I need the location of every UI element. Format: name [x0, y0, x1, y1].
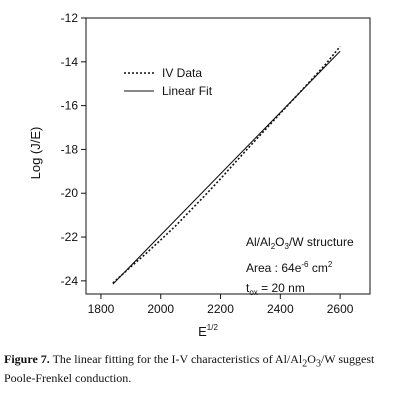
caption-label: Figure 7. [4, 352, 50, 366]
x-axis-title-base: E [198, 324, 207, 339]
legend-label-linear-fit: Linear Fit [162, 84, 213, 98]
chart: 1800 2000 2200 2400 2600 -24 -22 -20 -18 -16 -14 -1… [28, 11, 371, 339]
y-tick-label: -24 [61, 274, 79, 288]
y-tick-label: -14 [61, 55, 79, 69]
x-tick-label: 2000 [147, 302, 174, 316]
x-axis-title-sup: 1/2 [207, 323, 219, 332]
y-tick-label: -18 [61, 142, 79, 156]
y-axis-title: Log (J/E) [28, 127, 43, 180]
caption-sub-1: 2 [302, 358, 308, 370]
y-tick-label: -20 [61, 186, 79, 200]
annotation-area: Area : 64e-6 cm2 [246, 260, 333, 275]
x-tick-label: 1800 [88, 302, 115, 316]
annotation-box: Al/Al2O3/W structure Area : 64e-6 cm2 to… [246, 235, 354, 297]
annotation-structure: Al/Al2O3/W structure [246, 235, 354, 251]
caption-text-2: O [307, 352, 316, 366]
annotation-tox: tox = 20 nm [246, 281, 305, 297]
legend-label-iv-data: IV Data [162, 66, 202, 80]
figure-caption: Figure 7. The linear fitting for the I-V… [4, 352, 404, 386]
x-tick-label: 2400 [267, 302, 294, 316]
x-tick-label: 2200 [207, 302, 234, 316]
y-tick-label: -12 [61, 11, 79, 25]
x-tick-label: 2600 [327, 302, 354, 316]
series-line-linear-fit [112, 50, 341, 285]
caption-sub-2: 3 [315, 358, 321, 370]
plot-frame [85, 17, 371, 295]
series-line-iv-data [112, 45, 341, 284]
x-axis-title: E1/2 [198, 323, 218, 339]
y-tick-label: -16 [61, 99, 79, 113]
legend: IV Data Linear Fit [124, 66, 213, 98]
caption-text-3: /W suggest Poole-Frenkel conduction. [4, 352, 375, 386]
y-tick-label: -22 [61, 230, 79, 244]
caption-text-1: The linear fitting for the I-V character… [49, 352, 303, 366]
